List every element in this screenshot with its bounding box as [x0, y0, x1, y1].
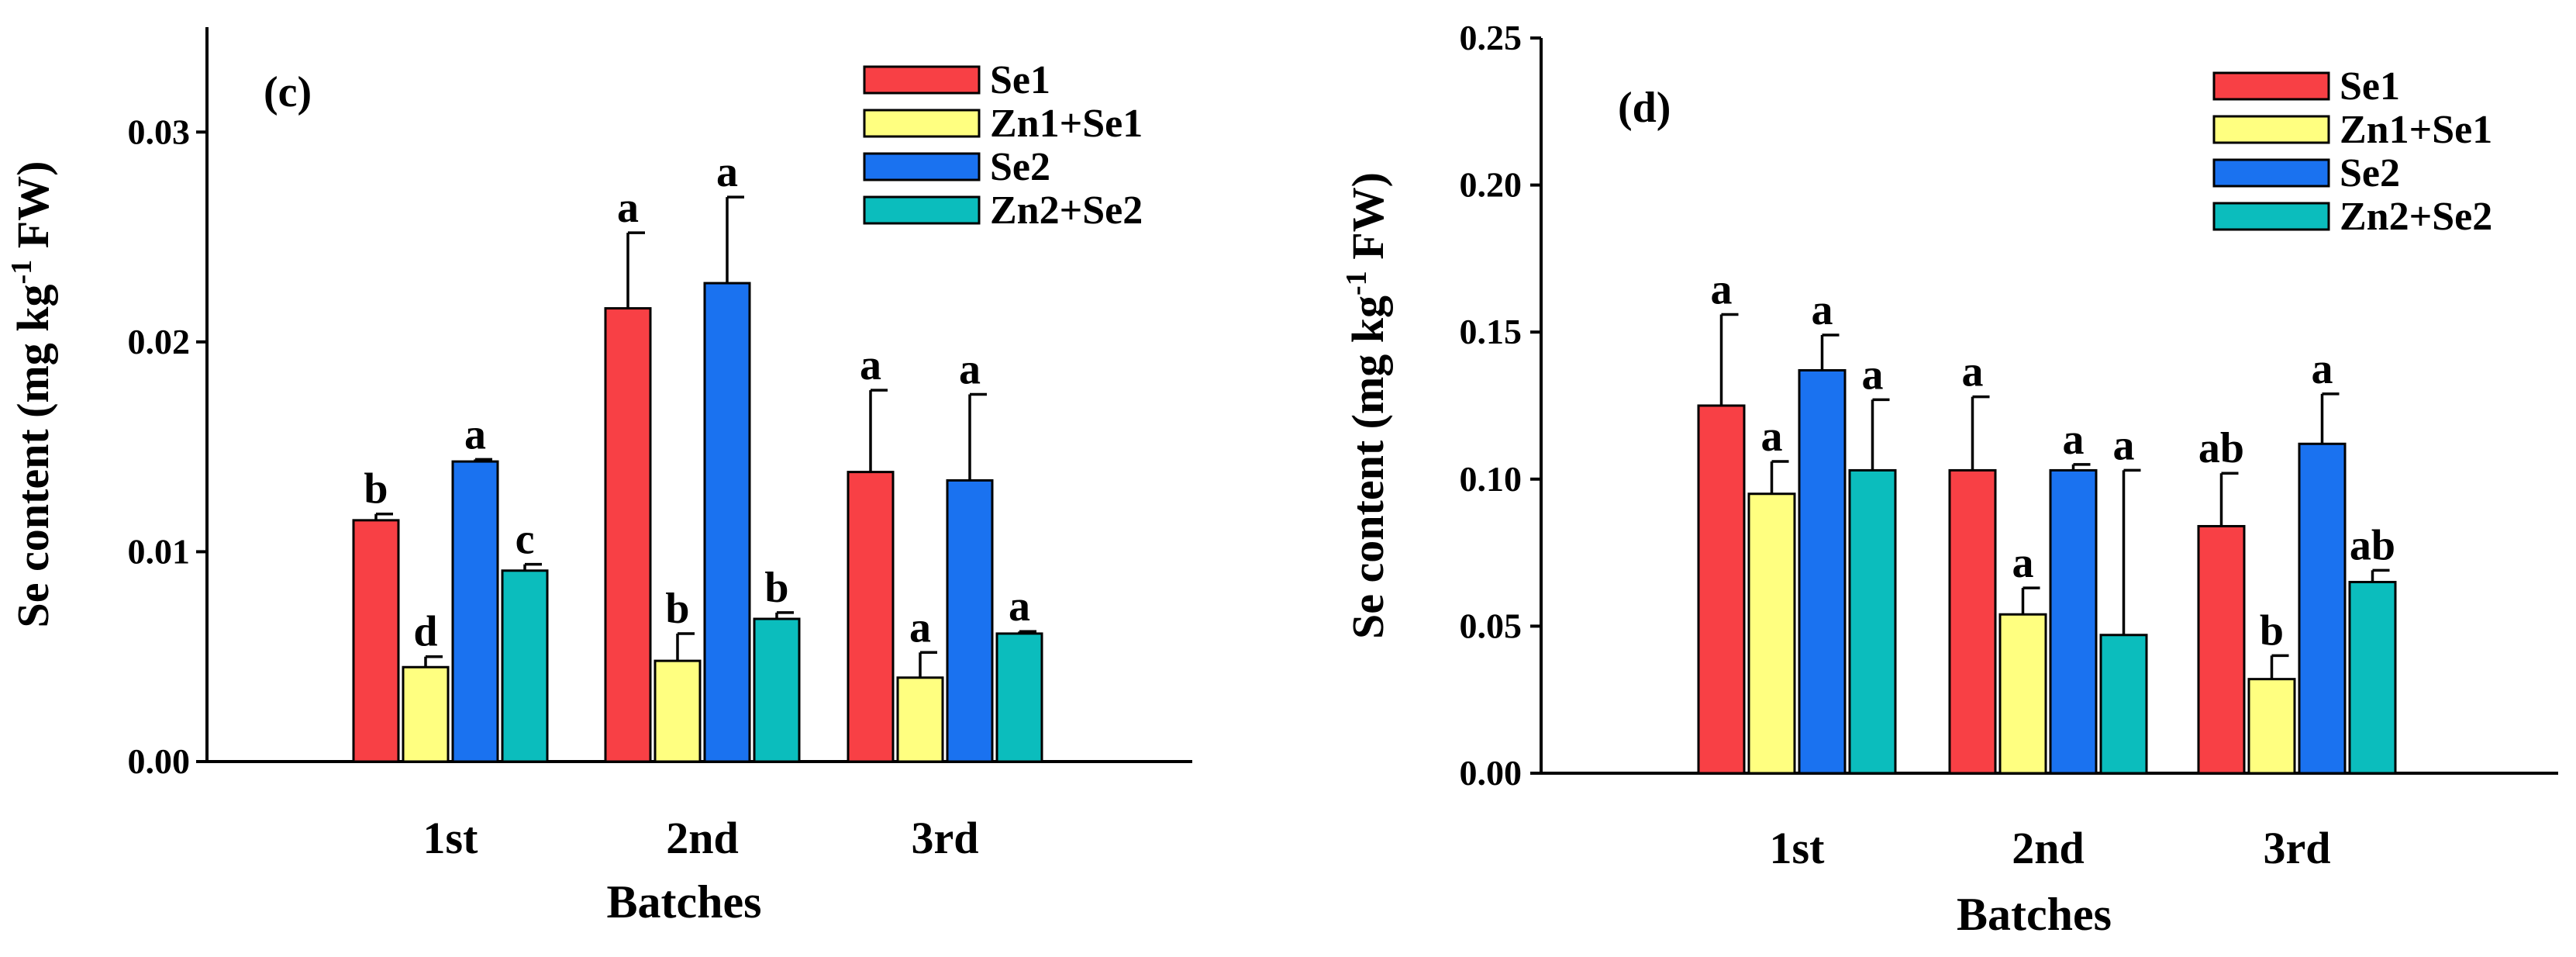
bar-zn2-plus-se2-3rd: [2348, 581, 2397, 775]
bar-se2-3rd: [946, 478, 994, 763]
bar-se1-2nd: [604, 307, 652, 763]
y-tick-label: 0.10: [1460, 459, 1522, 499]
y-tick-label: 0.00: [1460, 753, 1522, 793]
y-tick-label: 0.03: [128, 112, 191, 151]
y-tick-label: 0.15: [1460, 312, 1522, 351]
legend-label: Zn2+Se2: [990, 188, 1143, 233]
bar-se1-1st: [352, 519, 400, 763]
significance-letter: a: [617, 184, 639, 232]
bar-zn1-plus-se1-3rd: [896, 676, 944, 763]
x-axis-label: Batches: [1957, 889, 2112, 940]
legend-swatch: [863, 152, 981, 181]
significance-letter: b: [764, 564, 788, 612]
significance-letter: b: [364, 465, 388, 513]
legend-label: Zn1+Se1: [990, 102, 1143, 146]
significance-letter: a: [1711, 265, 1733, 313]
significance-letter: d: [413, 608, 437, 656]
legend-swatch: [2212, 202, 2330, 231]
significance-letter: a: [464, 410, 486, 458]
x-tick-label: 2nd: [2012, 823, 2085, 873]
legend-swatch: [863, 65, 981, 95]
bar-zn2-plus-se2-3rd: [995, 632, 1043, 763]
y-axis-label: Se content (mg kg-1 FW): [1340, 172, 1393, 639]
bar-se2-2nd: [2049, 468, 2098, 775]
bar-zn2-plus-se2-2nd: [2099, 634, 2148, 775]
x-tick-label: 1st: [423, 813, 479, 863]
bar-se2-1st: [451, 460, 499, 763]
legend-label: Se1: [2340, 64, 2400, 109]
significance-letter: a: [716, 148, 738, 196]
bar-zn1-plus-se1-2nd: [653, 659, 702, 763]
bar-se1-2nd: [1948, 468, 1997, 775]
significance-letter: a: [2063, 416, 2085, 464]
legend-swatch: [2212, 71, 2330, 101]
significance-letter: a: [2312, 345, 2333, 393]
significance-letter: a: [909, 603, 931, 651]
x-tick-label: 3rd: [2264, 823, 2331, 873]
significance-letter: a: [1862, 351, 1884, 399]
legend-label: Se2: [2340, 151, 2400, 195]
y-tick-label: 0.00: [128, 741, 191, 781]
bar-se2-3rd: [2298, 442, 2347, 775]
legend-swatch: [2212, 115, 2330, 144]
bar-se2-2nd: [703, 282, 751, 763]
bar-zn2-plus-se2-1st: [501, 569, 549, 763]
y-tick-label: 0.02: [128, 322, 191, 361]
bar-zn1-plus-se1-3rd: [2247, 678, 2296, 775]
significance-letter: a: [1812, 286, 1833, 334]
bar-zn1-plus-se1-1st: [1747, 492, 1796, 775]
x-axis-label: Batches: [607, 876, 762, 928]
legend-swatch: [2212, 158, 2330, 188]
panel-label: (d): [1618, 84, 1671, 132]
x-tick-label: 1st: [1770, 823, 1826, 873]
bar-zn1-plus-se1-2nd: [1998, 613, 2047, 775]
bar-se1-3rd: [2197, 524, 2246, 775]
legend-label: Se2: [990, 145, 1050, 189]
bar-zn2-plus-se2-1st: [1848, 468, 1897, 775]
bar-se1-1st: [1697, 404, 1746, 775]
y-tick-label: 0.25: [1460, 18, 1522, 57]
x-tick-label: 2nd: [666, 813, 739, 863]
significance-letter: a: [2012, 539, 2034, 587]
chart-panel-2: 0.00 0.05 0.10 0.15 0.20 0.25 1st 2nd 3rd Batches…: [1340, 18, 2558, 940]
significance-letter: a: [860, 341, 881, 389]
significance-letter: c: [516, 516, 535, 564]
significance-letter: ab: [2198, 424, 2244, 472]
significance-letter: a: [1009, 582, 1030, 631]
x-tick-label: 3rd: [912, 813, 979, 863]
chart-panel-1: 0.00 0.01 0.02 0.03 1st 2nd 3rd Batches Se conte…: [5, 27, 1192, 928]
panel-label: (c): [264, 68, 312, 116]
y-tick-label: 0.05: [1460, 606, 1522, 645]
legend-swatch: [863, 109, 981, 138]
significance-letter: a: [959, 346, 981, 394]
legend-swatch: [863, 195, 981, 225]
bar-se1-3rd: [847, 471, 895, 763]
bar-zn2-plus-se2-2nd: [753, 617, 801, 763]
bar-se2-1st: [1798, 368, 1847, 775]
significance-letter: b: [2260, 606, 2284, 655]
significance-letter: ab: [2350, 521, 2395, 569]
legend-label: Zn1+Se1: [2340, 108, 2492, 152]
y-axis-label: Se content (mg kg-1 FW): [5, 161, 58, 628]
significance-letter: b: [665, 585, 689, 633]
y-tick-label: 0.01: [128, 531, 191, 571]
legend-label: Zn2+Se2: [2340, 195, 2492, 239]
significance-letter: a: [1761, 413, 1783, 461]
significance-letter: a: [2113, 421, 2135, 469]
significance-letter: a: [1962, 348, 1984, 396]
bar-zn1-plus-se1-1st: [402, 665, 450, 763]
y-tick-label: 0.20: [1460, 165, 1522, 205]
legend-label: Se1: [990, 58, 1050, 102]
